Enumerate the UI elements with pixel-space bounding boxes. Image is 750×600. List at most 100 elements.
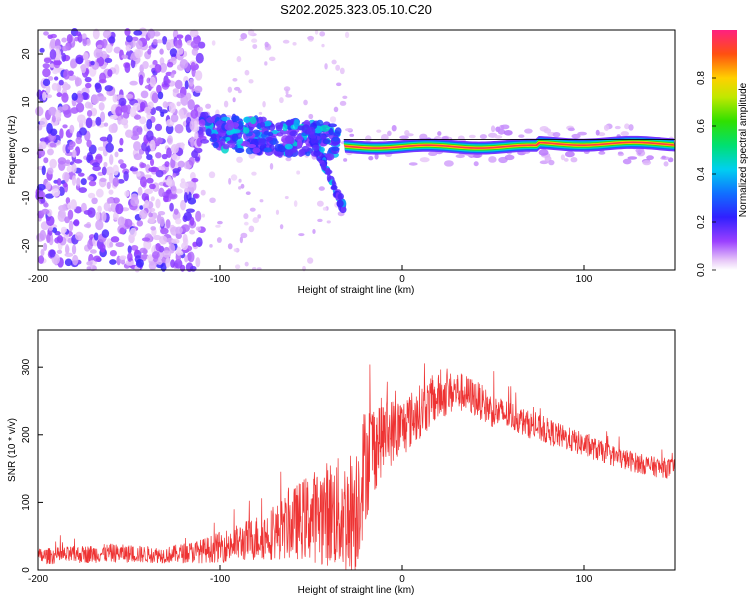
spectrogram-blob [62,124,68,129]
spectrogram-blob [194,70,203,81]
spectrogram-blob [240,183,245,189]
spectrogram-blob [206,116,216,124]
spectrogram-blob [80,178,87,186]
spectrogram-blob [240,140,250,147]
spectrogram-blob [87,239,93,250]
spectrogram-blob [47,167,54,175]
spectrogram-blob [349,133,355,137]
spectrogram-blob [166,39,172,51]
spectrogram-blob [139,176,147,188]
spectrogram-blob [49,38,57,50]
spectrogram-blob [152,38,159,45]
spectrogram-blob [251,171,257,176]
spectrogram-blob [620,131,630,137]
spectrogram-blob [40,248,45,257]
spectrogram-blob [117,216,125,227]
spectrogram-blob [158,187,165,197]
spectrogram-blob [284,195,289,200]
spectrogram-blob [182,233,188,244]
spectrogram-blob [231,115,240,122]
spectrogram-blob [48,106,57,116]
spectrogram-blob [155,152,162,159]
spectrogram-blob [54,45,62,51]
spectrogram-blob [237,120,244,130]
spectrogram-blob [259,116,267,123]
spectrogram-blob [548,159,555,166]
spectrogram-blob [59,128,64,139]
spectrogram-blob [125,259,135,266]
spectrogram-blob [198,119,206,127]
spectrogram-blob [74,231,84,241]
spectrogram-blob [118,97,127,106]
spectrogram-blob [48,226,54,231]
spectrogram-blob [95,83,102,93]
spectrogram-blob [38,141,47,150]
spectrogram-blob [321,43,325,48]
spectrogram-blob [117,179,125,184]
spectrogram-blob [189,265,197,272]
spectrogram-blob [374,153,379,160]
spectrogram-blob [263,130,271,136]
spectrogram-blob [72,220,80,226]
spectrogram-blob [538,149,549,156]
spectrogram-blob [45,94,53,99]
spectrogram-blob [570,156,578,163]
spectrogram-blob [149,76,156,88]
spectrogram-blob [297,149,304,157]
spectrogram-blob [82,38,88,47]
spectrogram-blob [201,111,209,118]
spectrogram-blob [188,78,194,87]
spectrogram-blob [79,127,87,136]
spectrogram-blob [194,85,203,94]
spectrogram-blob [106,134,113,144]
spectrogram-blob [43,31,49,36]
spectrogram-blob [61,92,69,103]
spectrogram-blob [223,100,229,108]
spectrogram-blob [191,150,198,159]
spectrogram-blob [95,211,101,221]
spectrogram-blob [83,209,93,215]
spectrogram-blob [165,219,171,229]
snr-x-ticks: -200 -100 0 100 [28,565,593,585]
spectrogram-blob [285,88,289,96]
spectrogram-blob [36,183,46,191]
spectrogram-blob [66,165,73,173]
spectrogram-blob [43,57,52,64]
spectrogram-blob [156,84,162,94]
spectrogram-blob [187,251,195,263]
spectrogram-blob [190,61,196,72]
spectrogram-blob [75,31,82,37]
spectrogram-blob [125,44,132,52]
spectrogram-blob [165,189,173,194]
spectrogram-blob [92,162,100,168]
spectrogram-blob [252,44,258,49]
spectrogram-y-tick-label: 0 [21,147,32,153]
spectrogram-blob [236,56,242,63]
spectrogram-blob [135,258,144,268]
spectrogram-blob [39,137,49,143]
spectrogram-blob [227,143,236,148]
spectrogram-blob [102,30,112,39]
spectrogram-blob [112,164,120,176]
spectrogram-blob [249,116,257,125]
spectrogram-blob [51,188,61,197]
spectrogram-blob [244,261,249,267]
spectrogram-blob [148,167,157,173]
spectrogram-blob [95,153,103,165]
spectrogram-blob [56,178,62,186]
spectrogram-blobs [35,27,675,273]
spectrogram-blob [139,205,144,210]
spectrogram-blob [488,156,497,163]
spectrogram-blob [296,170,301,175]
spectrogram-blob [38,191,46,199]
spectrogram-blob [284,143,293,150]
spectrogram-blob [91,197,98,205]
spectrogram-blob [342,95,348,99]
spectrogram-blob [174,39,183,49]
spectrogram-blob [71,175,77,186]
colorbar-gradient [712,30,737,270]
spectrogram-blob [238,186,242,190]
spectrogram-blob [55,109,62,120]
spectrogram-blob [205,103,212,109]
